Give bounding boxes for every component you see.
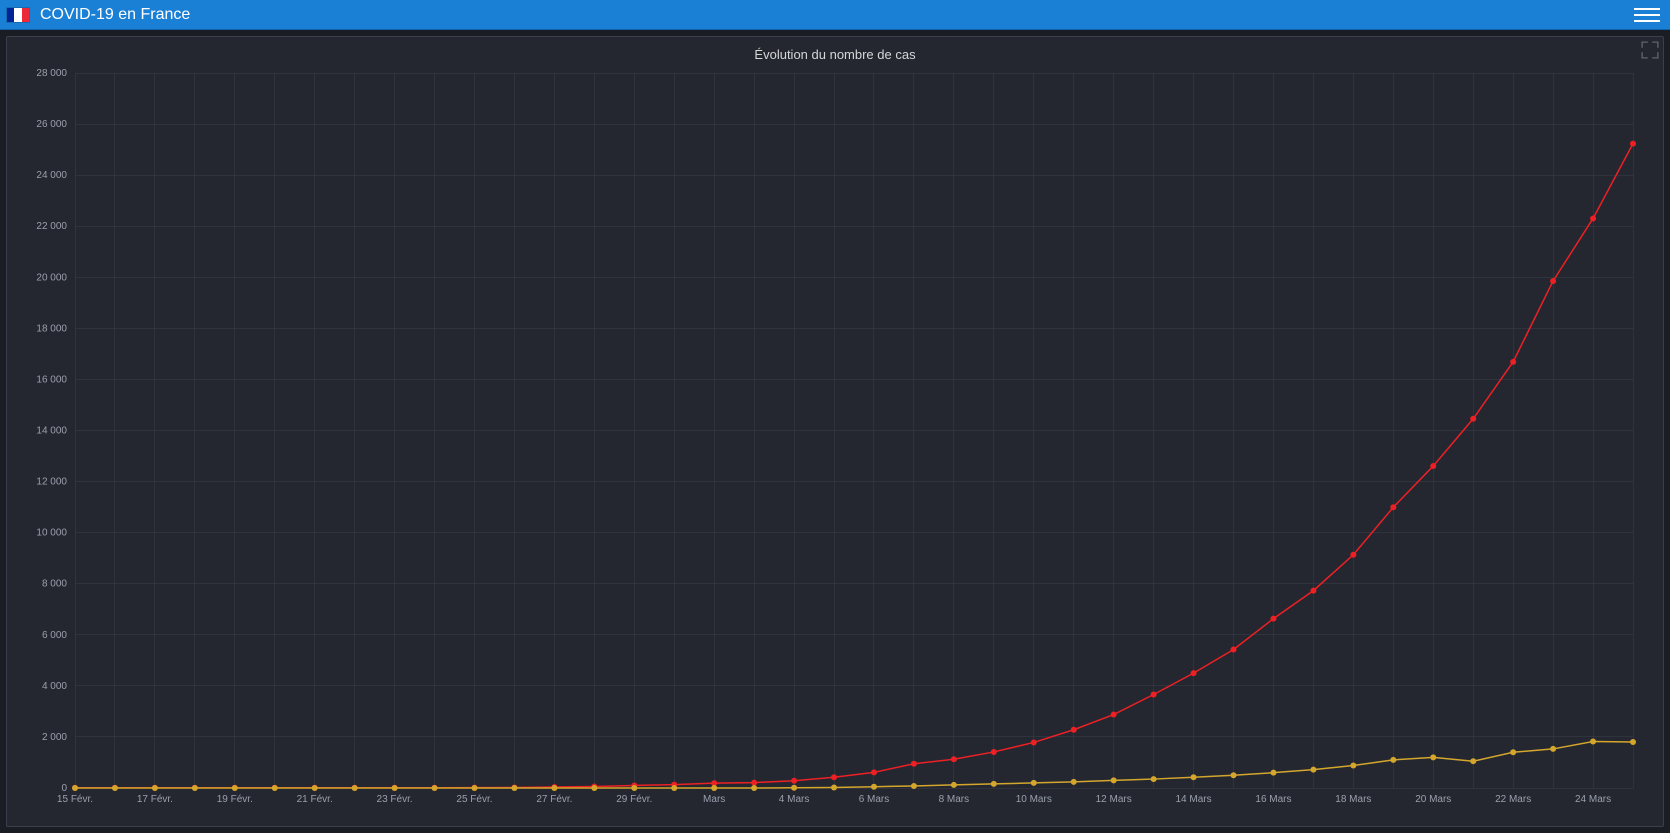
svg-text:14 000: 14 000 — [36, 426, 67, 437]
svg-text:6 Mars: 6 Mars — [859, 794, 890, 805]
svg-text:Mars: Mars — [703, 794, 725, 805]
svg-text:14 Mars: 14 Mars — [1176, 794, 1212, 805]
svg-text:18 Mars: 18 Mars — [1335, 794, 1371, 805]
svg-text:24 Mars: 24 Mars — [1575, 794, 1611, 805]
svg-text:8 000: 8 000 — [42, 579, 67, 590]
chart-panel: Évolution du nombre de cas 0 2 000 4 000 6 … — [6, 36, 1664, 827]
svg-text:16 000: 16 000 — [36, 374, 67, 385]
svg-text:12 000: 12 000 — [36, 477, 67, 488]
svg-text:12 Mars: 12 Mars — [1096, 794, 1132, 805]
svg-text:4 000: 4 000 — [42, 681, 67, 692]
svg-text:17 Févr.: 17 Févr. — [137, 794, 173, 805]
chart-title: Évolution du nombre de cas — [7, 37, 1663, 62]
svg-text:28 000: 28 000 — [36, 68, 67, 79]
svg-text:27 Févr.: 27 Févr. — [536, 794, 572, 805]
svg-text:26 000: 26 000 — [36, 119, 67, 130]
svg-text:20 000: 20 000 — [36, 272, 67, 283]
svg-text:22 Mars: 22 Mars — [1495, 794, 1531, 805]
svg-text:15 Févr.: 15 Févr. — [57, 794, 93, 805]
app-title: COVID-19 en France — [40, 6, 190, 24]
menu-button[interactable] — [1634, 4, 1660, 26]
svg-text:10 Mars: 10 Mars — [1016, 794, 1052, 805]
svg-text:29 Févr.: 29 Févr. — [616, 794, 652, 805]
svg-text:16 Mars: 16 Mars — [1255, 794, 1291, 805]
top-bar: COVID-19 en France — [0, 0, 1670, 30]
svg-text:10 000: 10 000 — [36, 528, 67, 539]
svg-text:18 000: 18 000 — [36, 323, 67, 334]
france-flag-icon — [6, 7, 30, 23]
svg-text:21 Févr.: 21 Févr. — [297, 794, 333, 805]
svg-text:2 000: 2 000 — [42, 732, 67, 743]
svg-text:20 Mars: 20 Mars — [1415, 794, 1451, 805]
svg-text:0: 0 — [61, 783, 67, 794]
svg-text:8 Mars: 8 Mars — [939, 794, 970, 805]
svg-text:22 000: 22 000 — [36, 221, 67, 232]
svg-text:6 000: 6 000 — [42, 630, 67, 641]
chart-area[interactable]: 0 2 000 4 000 6 000 8 000 10 000 12 000 14 000 1… — [17, 67, 1643, 816]
expand-icon[interactable] — [1641, 41, 1659, 59]
svg-text:4 Mars: 4 Mars — [779, 794, 810, 805]
svg-text:23 Févr.: 23 Févr. — [377, 794, 413, 805]
top-bar-left: COVID-19 en France — [6, 6, 190, 24]
svg-text:24 000: 24 000 — [36, 170, 67, 181]
svg-text:25 Févr.: 25 Févr. — [456, 794, 492, 805]
svg-text:19 Févr.: 19 Févr. — [217, 794, 253, 805]
